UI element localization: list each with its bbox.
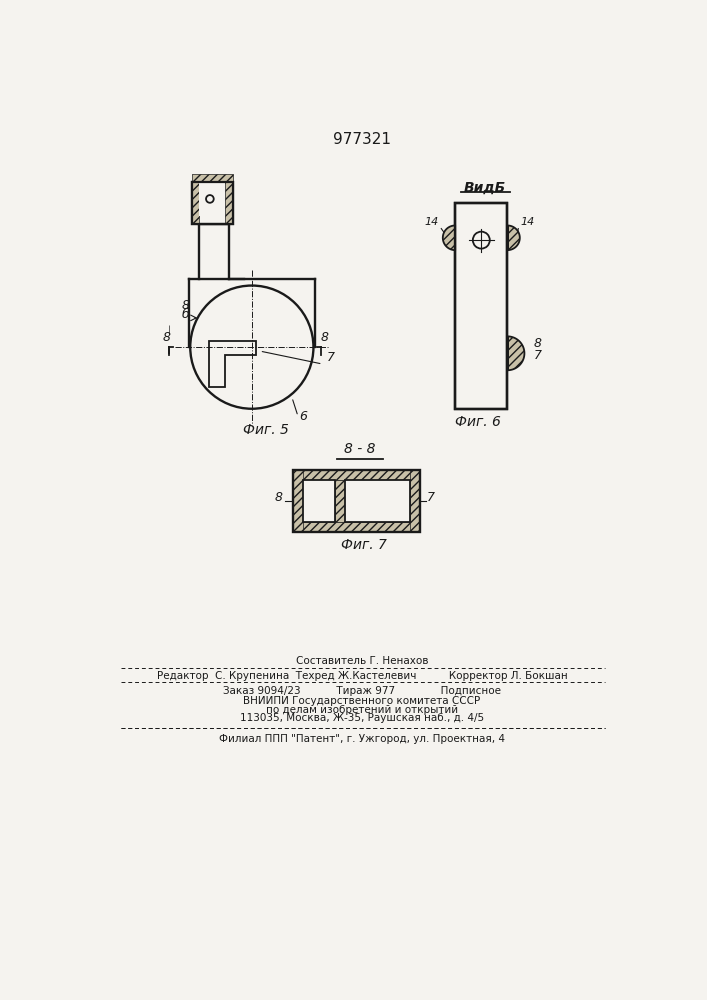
- Bar: [303, 480, 335, 522]
- Text: 7: 7: [327, 351, 334, 364]
- Text: 113035, Москва, Ж-35, Раушская наб., д. 4/5: 113035, Москва, Ж-35, Раушская наб., д. …: [240, 713, 484, 723]
- Bar: [225, 182, 233, 224]
- Bar: [455, 203, 508, 409]
- Bar: [409, 470, 420, 532]
- Text: 8: 8: [534, 337, 542, 350]
- Bar: [199, 182, 225, 216]
- Text: ВНИИПИ Государственного комитета СССР: ВНИИПИ Государственного комитета СССР: [243, 696, 481, 706]
- Text: Заказ 9094/23           Тираж 977              Подписное: Заказ 9094/23 Тираж 977 Подписное: [223, 686, 501, 696]
- Text: 8: 8: [163, 331, 170, 344]
- Bar: [345, 480, 409, 522]
- Bar: [192, 182, 199, 224]
- Text: Фиг. 6: Фиг. 6: [455, 415, 501, 429]
- Bar: [293, 522, 420, 532]
- Bar: [455, 203, 508, 409]
- Polygon shape: [508, 336, 525, 370]
- Text: │: │: [167, 326, 172, 335]
- Polygon shape: [443, 225, 455, 250]
- Text: Фиг. 7: Фиг. 7: [341, 538, 387, 552]
- Bar: [303, 480, 335, 522]
- Text: 8: 8: [182, 299, 189, 312]
- Text: 7: 7: [427, 491, 436, 504]
- Bar: [192, 182, 233, 224]
- Text: 977321: 977321: [333, 132, 391, 147]
- Text: Редактор  С. Крупенина  Техред Ж.Кастелевич          Корректор Л. Бокшан: Редактор С. Крупенина Техред Ж.Кастелеви…: [156, 671, 567, 681]
- Text: Фиг. 5: Фиг. 5: [243, 423, 288, 437]
- Bar: [293, 470, 420, 532]
- Text: ВидБ: ВидБ: [464, 181, 506, 195]
- Bar: [192, 174, 233, 182]
- Bar: [293, 470, 303, 532]
- Text: по делам изобретений и открытий: по делам изобретений и открытий: [266, 705, 458, 715]
- Text: 7: 7: [534, 349, 542, 362]
- Bar: [192, 182, 233, 224]
- Bar: [345, 480, 409, 522]
- Text: 8: 8: [321, 331, 329, 344]
- Text: 8 - 8: 8 - 8: [344, 442, 375, 456]
- Text: 14: 14: [425, 217, 439, 227]
- Bar: [293, 470, 420, 480]
- Text: Филиал ППП "Патент", г. Ужгород, ул. Проектная, 4: Филиал ППП "Патент", г. Ужгород, ул. Про…: [219, 734, 505, 744]
- Text: 6: 6: [300, 410, 308, 423]
- Bar: [335, 480, 345, 522]
- Text: 8: 8: [275, 491, 283, 504]
- Text: 14: 14: [520, 217, 534, 227]
- Text: б: б: [182, 308, 189, 321]
- Text: Составитель Г. Ненахов: Составитель Г. Ненахов: [296, 656, 428, 666]
- Polygon shape: [508, 225, 520, 250]
